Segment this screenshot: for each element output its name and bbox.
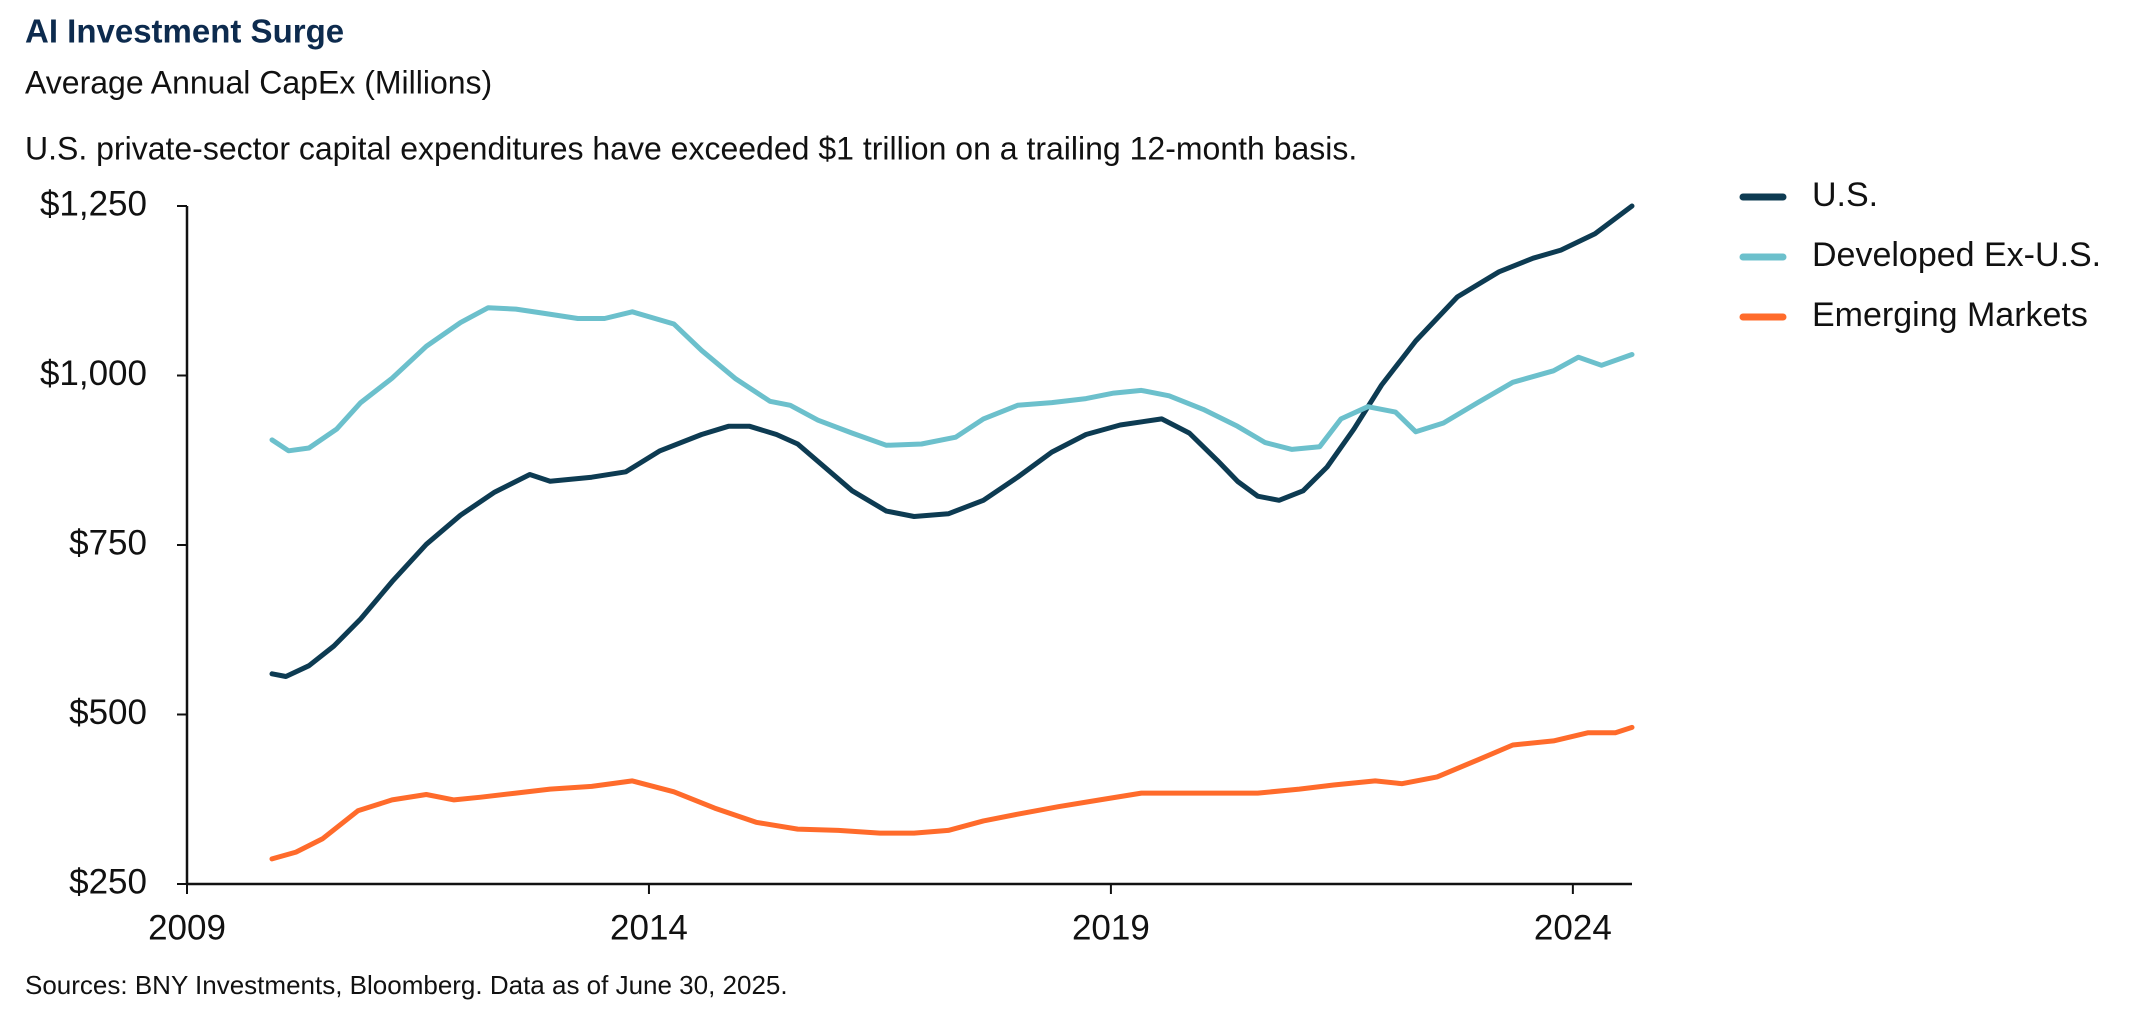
y-tick-label: $1,250 (40, 184, 147, 223)
chart-title: AI Investment Surge (25, 13, 344, 50)
x-tick-label: 2009 (148, 908, 226, 947)
y-tick-label: $1,000 (40, 354, 147, 393)
legend-label: U.S. (1812, 176, 1878, 214)
x-tick-label: 2014 (610, 908, 688, 947)
x-tick-label: 2019 (1072, 908, 1150, 947)
chart-subtitle: Average Annual CapEx (Millions) (25, 64, 492, 100)
x-tick-label: 2024 (1534, 908, 1612, 947)
y-tick-label: $750 (69, 523, 147, 562)
y-tick-label: $500 (69, 693, 147, 732)
series-line (269, 305, 1635, 454)
legend-label: Developed Ex-U.S. (1812, 236, 2101, 274)
source-note: Sources: BNY Investments, Bloomberg. Dat… (25, 970, 788, 1000)
annotation: U.S. private-sector capital expenditures… (25, 130, 1357, 166)
y-tick-label: $250 (69, 862, 147, 901)
series-line (269, 724, 1635, 862)
legend-label: Emerging Markets (1812, 296, 2088, 334)
series-line (269, 203, 1635, 679)
